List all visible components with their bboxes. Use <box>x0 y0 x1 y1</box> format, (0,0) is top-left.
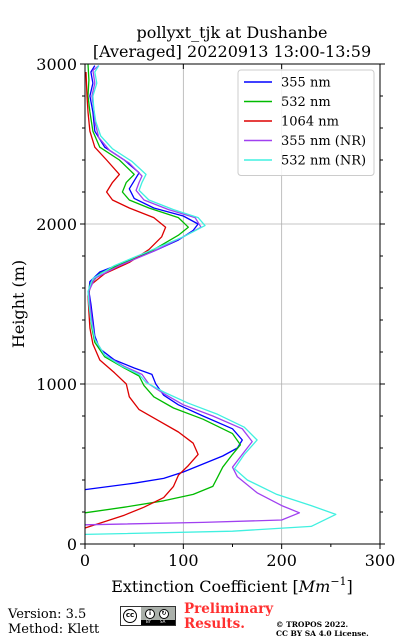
copyright-line-2: CC BY SA 4.0 License. <box>276 629 369 638</box>
series-line-3 <box>84 65 301 526</box>
copyright-line-1: © TROPOS 2022. <box>276 620 349 629</box>
series-layer <box>84 63 337 536</box>
series-line-1 <box>84 63 242 514</box>
method-text: Method: Klett <box>8 622 100 637</box>
x-tick-label: 300 <box>365 551 396 570</box>
y-tick-label: 0 <box>67 535 77 554</box>
y-tick-label: 2000 <box>36 215 77 234</box>
x-tick-label: 200 <box>266 551 297 570</box>
legend-label: 355 nm <box>281 76 331 91</box>
version-text: Version: 3.5 <box>8 607 87 622</box>
share-alike-icon: ↻ <box>159 609 169 619</box>
legend-label: 1064 nm <box>281 115 339 130</box>
legend-label: 532 nm (NR) <box>281 154 366 169</box>
preliminary-line-1: Preliminary <box>184 601 274 617</box>
cc-sa-label: SA <box>160 619 166 624</box>
legend: 355 nm 532 nm 1064 nm 355 nm (NR) 532 nm (NR… <box>237 69 375 176</box>
chart-title: pollyxt_tjk at Dushanbe <box>136 23 327 42</box>
series-line-4 <box>84 65 337 536</box>
x-tick-label: 0 <box>80 551 90 570</box>
y-tick-label: 1000 <box>36 375 77 394</box>
x-axis-label: Extinction Coefficient [Mm−1] <box>111 575 353 596</box>
y-axis-label: Height (m) <box>9 260 28 348</box>
cc-icon: cc <box>123 609 137 623</box>
attribution-icon: i <box>145 609 155 619</box>
x-tick-label: 100 <box>168 551 199 570</box>
legend-label: 532 nm <box>281 95 331 110</box>
y-tick-label: 3000 <box>36 55 77 74</box>
preliminary-line-2: Results. <box>184 616 245 632</box>
legend-box <box>237 69 375 176</box>
copyright-note: © TROPOS 2022. CC BY SA 4.0 License. <box>276 620 369 638</box>
series-line-0 <box>84 65 243 491</box>
cc-license-badge: cc i ↻ BY SA <box>120 606 176 626</box>
preliminary-results-note: Preliminary Results. <box>184 602 273 632</box>
series-line-2 <box>84 71 199 529</box>
chart-subtitle: [Averaged] 20220913 13:00-13:59 <box>93 42 371 61</box>
legend-label: 355 nm (NR) <box>281 134 366 149</box>
cc-by-label: BY <box>146 619 151 624</box>
